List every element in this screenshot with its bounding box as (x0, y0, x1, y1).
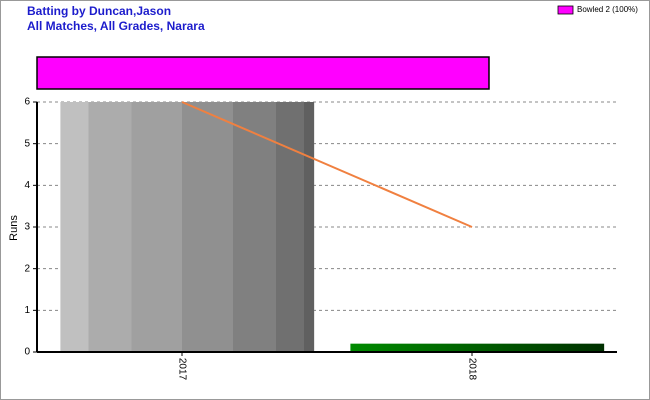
bar (350, 343, 605, 352)
y-axis-label: Runs (8, 215, 20, 241)
y-tick-label: 0 (24, 347, 30, 358)
chart-subtitle: All Matches, All Grades, Narara (27, 19, 205, 33)
line (181, 101, 473, 228)
share-segment (36, 56, 490, 90)
y-tick-label: 2 (24, 263, 30, 274)
legend-swatch (557, 5, 574, 15)
y-tick-label: 5 (24, 138, 30, 149)
chart-title: Batting by Duncan,Jason (27, 4, 171, 18)
y-tick-label: 1 (24, 305, 30, 316)
x-tick-label: 2018 (466, 358, 477, 381)
bar (60, 102, 315, 352)
legend-label: Bowled 2 (100%) (577, 5, 638, 14)
y-tick-label: 6 (24, 97, 30, 108)
x-tick-label: 2017 (176, 358, 187, 381)
y-tick-label: 4 (24, 180, 30, 191)
y-tick-label: 3 (24, 222, 30, 233)
